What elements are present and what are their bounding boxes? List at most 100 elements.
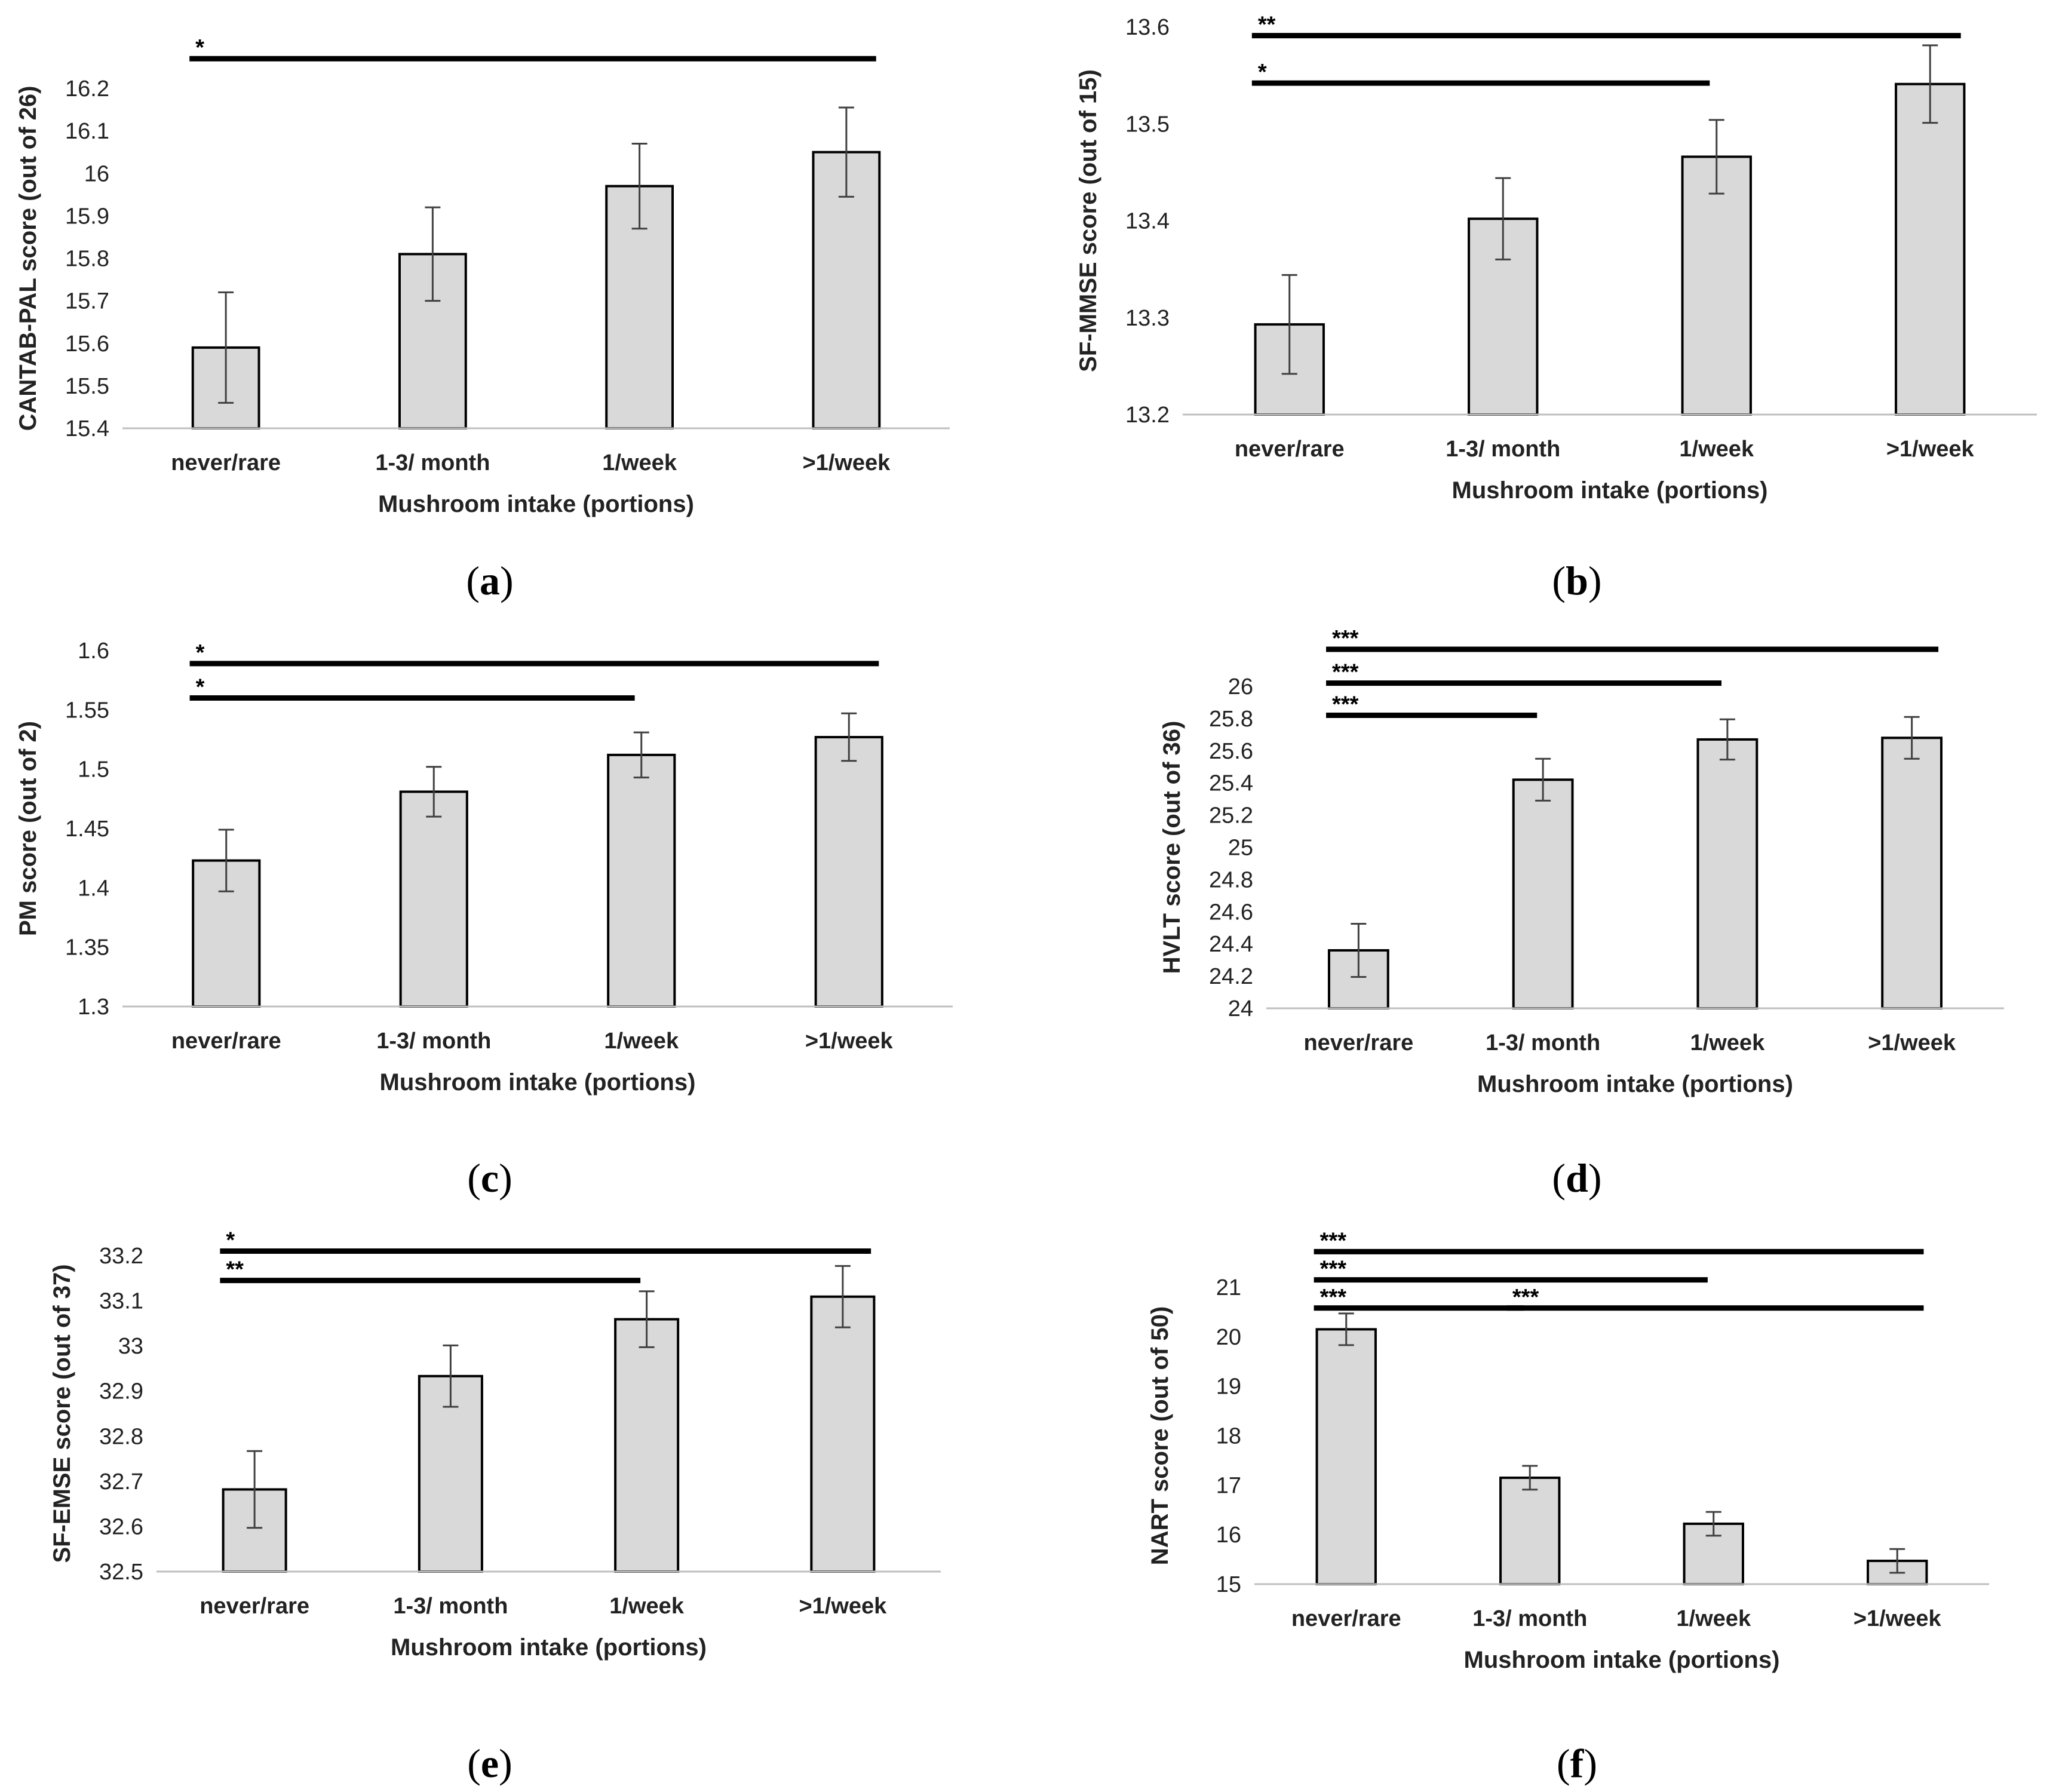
- x-axis-title: Mushroom intake (portions): [391, 1634, 707, 1661]
- y-tick-label: 25.6: [1209, 739, 1253, 764]
- error-bar: [1705, 1511, 1721, 1537]
- error-bar: [1281, 274, 1297, 375]
- significance-stars: *: [226, 1228, 235, 1253]
- x-axis-title: Mushroom intake (portions): [1477, 1071, 1793, 1097]
- significance-bracket: **: [1251, 13, 1961, 39]
- panel-a: 15.4 15.5 15.6 15.7 15.8 15.9 16 16.1 16.2 never/…: [15, 35, 950, 603]
- y-tick-label: 32.8: [99, 1424, 143, 1449]
- y-tick-label: 32.5: [99, 1560, 143, 1585]
- x-category-label: 1-3/ month: [376, 1029, 491, 1054]
- panels-group: 15.4 15.5 15.6 15.7 15.8 15.9 16 16.1 16.2 never/…: [15, 13, 2037, 1786]
- x-category-label: never/rare: [1303, 1030, 1413, 1055]
- y-tick-label: 18: [1216, 1424, 1241, 1449]
- y-tick-label: 13.5: [1125, 112, 1170, 137]
- error-bar: [639, 1290, 655, 1348]
- y-tick-label: 13.6: [1125, 15, 1170, 40]
- y-axis-title: CANTAB-PAL score (out of 26): [15, 86, 41, 431]
- y-tick-label: 32.7: [99, 1469, 143, 1495]
- error-bar: [1719, 718, 1735, 761]
- y-tick-label: 13.4: [1125, 209, 1170, 234]
- x-category-label: >1/week: [799, 1594, 887, 1619]
- y-tick-label: 25.2: [1209, 803, 1253, 829]
- y-tick-label: 24.4: [1209, 932, 1253, 957]
- bar-3: [1696, 738, 1759, 1010]
- y-tick-label: 1.55: [65, 698, 109, 723]
- y-tick-label: 15: [1216, 1572, 1241, 1597]
- y-tick-label: 19: [1216, 1374, 1241, 1400]
- panel-label: (c): [467, 1155, 513, 1201]
- error-bar: [218, 829, 234, 892]
- panel-c: 1.3 1.35 1.4 1.45 1.5 1.55 1.6 never/rare 1-3/ m…: [15, 639, 953, 1201]
- error-bar: [841, 712, 857, 762]
- x-category-label: never/rare: [171, 450, 281, 475]
- significance-bracket: ***: [1314, 1257, 1708, 1283]
- significance-stars: ***: [1332, 626, 1359, 651]
- significance-stars: ***: [1320, 1257, 1347, 1282]
- y-tick-label: 15.6: [65, 332, 109, 357]
- significance-bracket: *: [1251, 60, 1710, 86]
- x-category-label: >1/week: [805, 1029, 894, 1054]
- x-axis-title: Mushroom intake (portions): [378, 491, 694, 517]
- bar-3: [1681, 155, 1752, 416]
- y-tick-label: 32.6: [99, 1514, 143, 1539]
- bar-4: [812, 151, 881, 429]
- significance-bracket: ***: [1314, 1228, 1924, 1254]
- y-tick-label: 16.2: [65, 76, 109, 102]
- x-axis-title: Mushroom intake (portions): [1464, 1647, 1780, 1673]
- significance-bracket: *: [189, 35, 876, 62]
- error-bar: [834, 1265, 851, 1328]
- y-tick-label: 21: [1216, 1275, 1241, 1300]
- x-category-label: never/rare: [171, 1029, 281, 1054]
- x-category-label: 1/week: [1676, 1606, 1751, 1631]
- significance-bracket: **: [220, 1257, 641, 1284]
- error-bar: [425, 206, 441, 302]
- y-tick-label: 16: [84, 161, 109, 186]
- bar-2: [1512, 778, 1574, 1010]
- significance-bracket: ***: [1326, 660, 1721, 686]
- x-category-label: 1-3/ month: [1446, 437, 1560, 462]
- error-bar: [1904, 716, 1920, 760]
- y-tick-label: 1.4: [78, 876, 109, 901]
- bar-3: [614, 1318, 680, 1573]
- x-category-label: >1/week: [802, 450, 891, 475]
- x-category-label: 1-3/ month: [1486, 1030, 1600, 1055]
- significance-bracket: ***: [1314, 1285, 1524, 1311]
- significance-stars: ***: [1320, 1285, 1347, 1310]
- error-bar: [1922, 44, 1938, 124]
- y-tick-label: 33.1: [99, 1289, 143, 1314]
- significance-stars: ***: [1512, 1285, 1539, 1310]
- panel-label: (d): [1552, 1155, 1601, 1201]
- panel-f: 15 16 17 18 19 20 21 never/rare 1-3/ month 1/week…: [1147, 1228, 1989, 1786]
- y-tick-label: 32.9: [99, 1379, 143, 1404]
- x-category-label: never/rare: [200, 1594, 309, 1619]
- y-tick-label: 16.1: [65, 119, 109, 144]
- significance-stars: **: [226, 1257, 244, 1282]
- y-tick-label: 15.9: [65, 204, 109, 229]
- x-category-label: 1/week: [602, 450, 677, 475]
- y-tick-label: 25.8: [1209, 707, 1253, 732]
- significance-stars: ***: [1320, 1228, 1347, 1253]
- error-bar: [218, 291, 234, 404]
- y-tick-label: 15.5: [65, 374, 109, 399]
- error-bar: [1351, 923, 1367, 978]
- error-bar: [1338, 1312, 1354, 1346]
- x-axis-title: Mushroom intake (portions): [1452, 477, 1768, 504]
- y-tick-label: 1.3: [78, 995, 109, 1020]
- y-axis-title: SF-EMSE score (out of 37): [49, 1264, 75, 1563]
- x-axis-title: Mushroom intake (portions): [380, 1069, 696, 1096]
- panel-label: (e): [467, 1741, 513, 1786]
- bar-3: [607, 753, 676, 1008]
- significance-stars: *: [1258, 60, 1267, 85]
- y-tick-label: 20: [1216, 1325, 1241, 1350]
- y-tick-label: 1.5: [78, 757, 109, 783]
- error-bar: [631, 142, 647, 230]
- x-category-label: 1-3/ month: [375, 450, 490, 475]
- bar-1: [1315, 1328, 1377, 1586]
- y-tick-label: 25.4: [1209, 771, 1253, 796]
- x-category-label: 1-3/ month: [393, 1594, 508, 1619]
- x-category-label: >1/week: [1886, 437, 1975, 462]
- significance-bracket: ***: [1326, 692, 1538, 719]
- x-category-label: >1/week: [1853, 1606, 1942, 1631]
- panel-label: (b): [1552, 558, 1601, 603]
